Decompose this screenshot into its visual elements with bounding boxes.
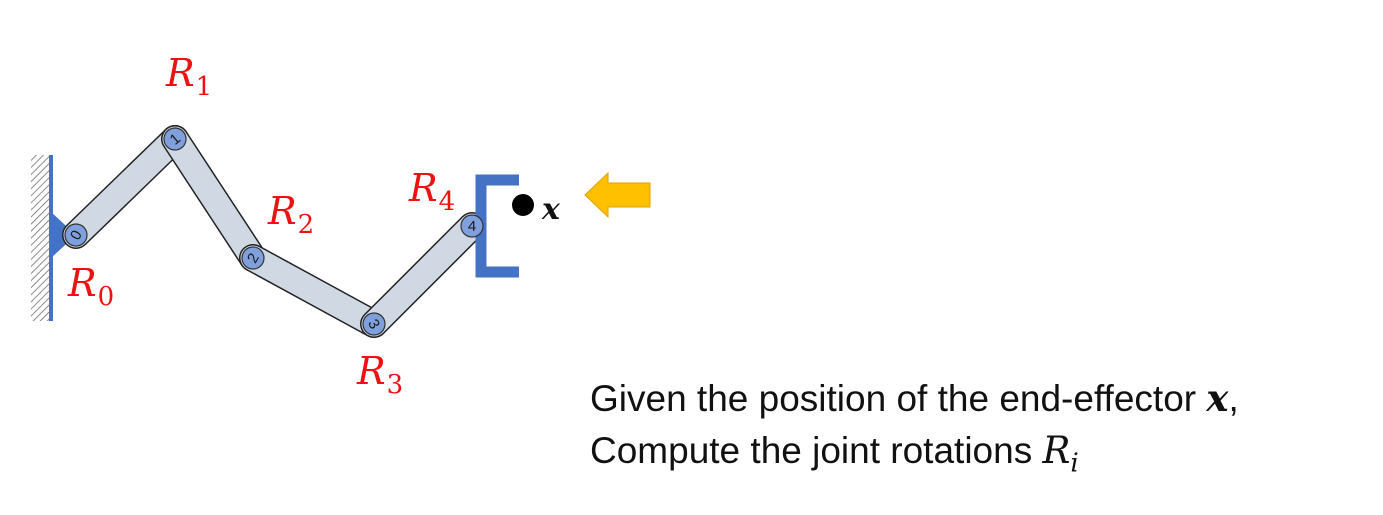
joint-3 <box>362 312 386 336</box>
target-point <box>512 194 534 216</box>
label-r1: R1 <box>165 51 212 102</box>
label-r2: R2 <box>267 189 314 240</box>
joint-1 <box>163 127 187 151</box>
direction-arrow <box>584 171 651 219</box>
joint-4-number: 4 <box>468 218 476 235</box>
label-r3: R3 <box>356 349 403 400</box>
target-label: x <box>541 192 561 227</box>
gripper <box>475 174 519 278</box>
joint-2 <box>241 246 265 270</box>
joint-0 <box>64 223 88 247</box>
joint-4 <box>460 214 484 238</box>
wall-hatch <box>31 155 51 321</box>
label-r4: R4 <box>408 166 455 217</box>
caption-line-1: Given the position of the end-effector x… <box>590 376 1239 420</box>
label-r0: R0 <box>67 261 114 312</box>
caption-x-var: x <box>1206 376 1229 420</box>
caption: Given the position of the end-effector x… <box>590 372 1239 489</box>
caption-r-var: Ri <box>1042 429 1079 479</box>
caption-line-2: Compute the joint rotations Ri <box>590 429 1079 479</box>
